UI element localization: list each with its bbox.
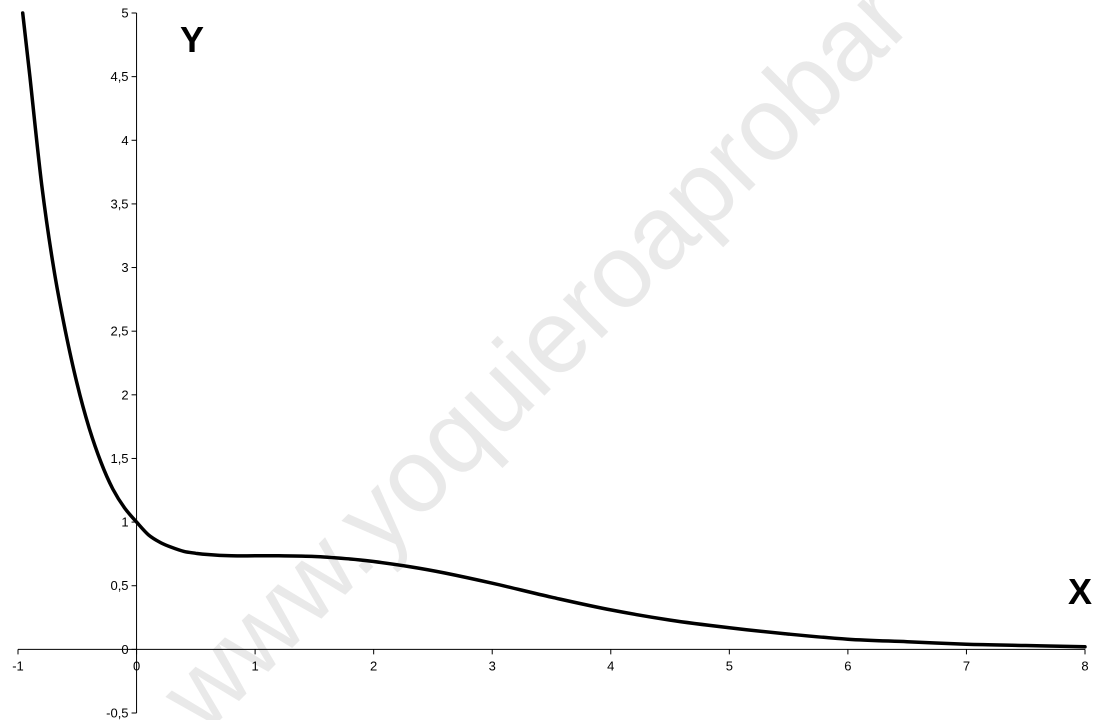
y-tick-label: 4,5	[110, 69, 128, 84]
y-tick-label: 0	[121, 642, 128, 657]
watermark-text: www.yoquieroaprobar	[138, 0, 932, 720]
y-tick-label: 3,5	[110, 196, 128, 211]
y-tick-label: -0,5	[106, 706, 128, 720]
axes	[18, 13, 1085, 713]
x-tick-label: 3	[489, 658, 496, 673]
x-tick-label: -1	[12, 658, 24, 673]
y-tick-label: 1	[121, 515, 128, 530]
x-tick-label: 6	[844, 658, 851, 673]
y-tick-label: 5	[121, 6, 128, 21]
series-layer	[20, 11, 1087, 649]
y-tick-label: 4	[121, 133, 128, 148]
y-tick-label: 2	[121, 387, 128, 402]
y-tick-label: 1,5	[110, 451, 128, 466]
y-tick-label: 3	[121, 260, 128, 275]
x-tick-label: 8	[1081, 658, 1088, 673]
x-tick-label: 2	[370, 658, 377, 673]
y-tick-label: 0,5	[110, 578, 128, 593]
x-axis-ticks: -1 0 1 2 3 4 5 6 7 8	[12, 649, 1089, 673]
x-tick-label: 0	[133, 658, 140, 673]
x-axis-title: X	[1068, 571, 1092, 612]
x-tick-label: 4	[607, 658, 614, 673]
y-axis-title: Y	[180, 19, 204, 60]
series-line	[20, 11, 1087, 649]
y-tick-label: 2,5	[110, 324, 128, 339]
x-tick-label: 7	[963, 658, 970, 673]
y-axis-ticks: -0,5 0 0,5 1 1,5 2 2,5 3 3,5 4 4,5 5	[106, 6, 137, 720]
x-tick-label: 1	[251, 658, 258, 673]
x-tick-label: 5	[726, 658, 733, 673]
